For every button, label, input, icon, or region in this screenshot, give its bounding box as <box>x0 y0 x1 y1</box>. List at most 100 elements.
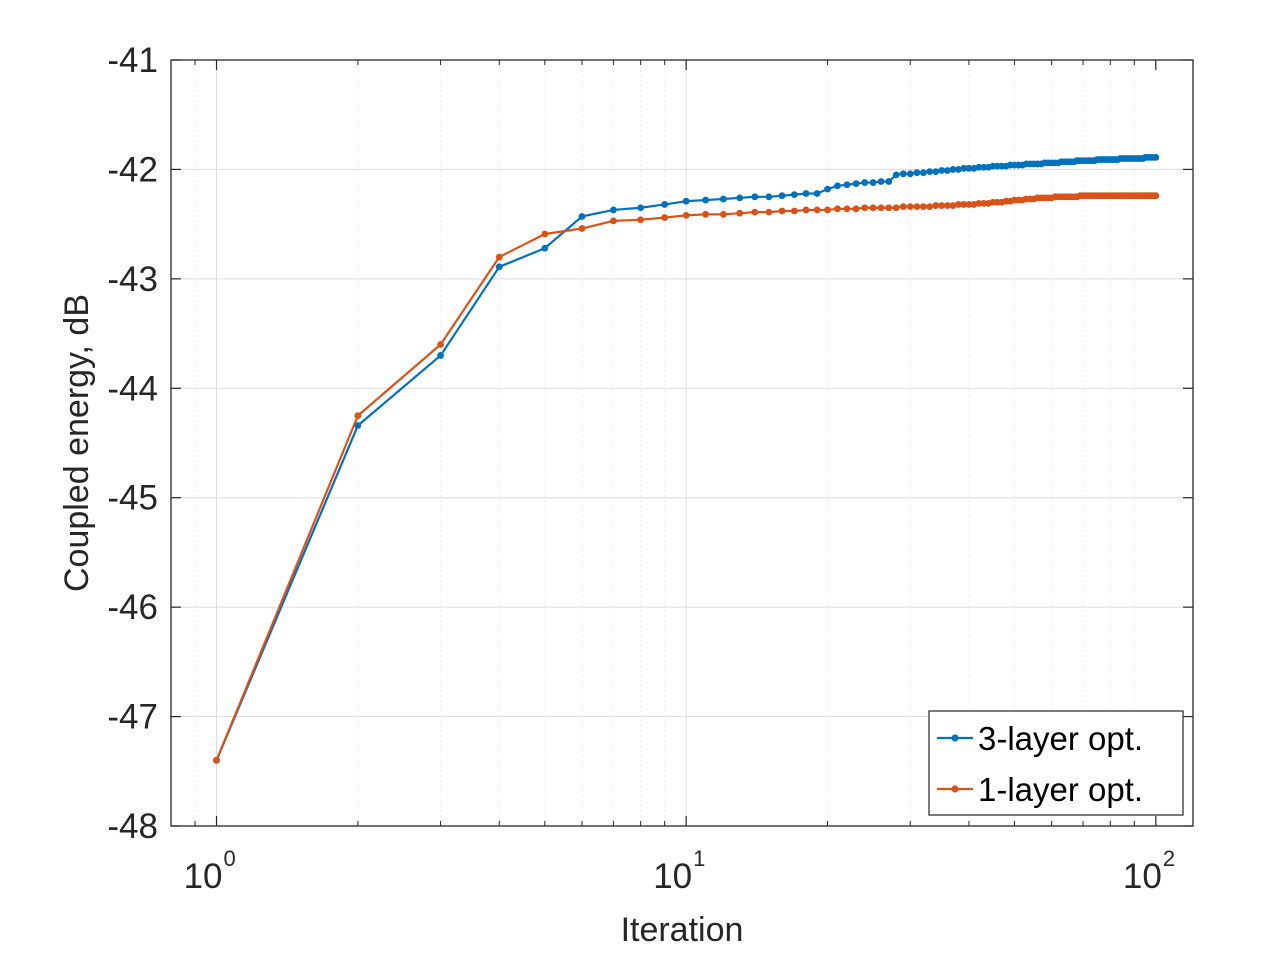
data-point-3-layer <box>1152 153 1160 161</box>
y-tick-label: -46 <box>107 588 158 627</box>
data-point-3-layer <box>955 166 962 173</box>
data-point-3-layer <box>578 213 586 220</box>
data-point-3-layer <box>980 163 988 171</box>
data-point-1-layer <box>960 201 968 208</box>
data-point-3-layer <box>861 179 869 186</box>
data-point-3-layer <box>541 244 549 252</box>
data-point-1-layer <box>965 201 973 208</box>
x-tick-label-base: 10 <box>184 857 223 896</box>
data-point-1-layer <box>824 206 831 214</box>
data-point-1-layer <box>719 210 727 218</box>
data-point-1-layer <box>437 341 444 348</box>
data-point-3-layer <box>975 163 983 171</box>
data-point-3-layer <box>778 192 786 200</box>
legend-box <box>928 710 1184 816</box>
data-point-1-layer <box>877 204 885 212</box>
data-point-1-layer <box>899 203 907 211</box>
x-tick-label: 10 2 <box>1123 846 1175 896</box>
data-point-3-layer <box>885 178 893 185</box>
data-point-3-layer <box>682 197 690 205</box>
x-tick-label-exponent: 2 <box>1163 846 1175 871</box>
data-point-1-layer <box>938 202 946 209</box>
data-point-3-layer <box>661 201 669 208</box>
y-tick-label: -47 <box>107 698 158 737</box>
data-point-1-layer <box>495 253 503 261</box>
data-point-1-layer <box>892 204 900 212</box>
data-point-3-layer <box>938 167 946 174</box>
data-point-3-layer <box>824 185 831 193</box>
data-point-1-layer <box>213 756 220 764</box>
data-point-3-layer <box>869 179 877 186</box>
data-point-1-layer <box>790 207 798 215</box>
data-point-3-layer <box>736 194 744 202</box>
data-point-3-layer <box>751 193 759 201</box>
plot-background <box>171 60 1193 826</box>
data-point-1-layer <box>955 201 962 208</box>
data-point-3-layer <box>610 206 617 214</box>
data-point-1-layer <box>834 205 841 213</box>
data-point-1-layer <box>802 206 810 214</box>
data-point-3-layer <box>802 190 810 197</box>
data-point-1-layer <box>885 204 893 212</box>
data-point-1-layer <box>661 214 669 221</box>
legend-marker-1-layer <box>951 785 959 793</box>
data-point-3-layer <box>834 182 841 190</box>
data-point-1-layer <box>541 230 549 238</box>
x-tick-label-base: 10 <box>1123 857 1162 896</box>
data-series <box>213 153 1160 764</box>
data-point-1-layer <box>682 211 690 219</box>
data-point-1-layer <box>843 205 851 213</box>
data-point-1-layer <box>778 207 786 215</box>
y-tick-label: -42 <box>107 150 158 189</box>
data-point-1-layer <box>813 206 821 214</box>
data-point-1-layer <box>354 412 362 420</box>
data-point-3-layer <box>960 164 968 172</box>
data-point-3-layer <box>920 169 927 177</box>
data-point-1-layer <box>906 203 914 211</box>
data-point-3-layer <box>949 166 957 173</box>
data-point-3-layer <box>354 422 362 429</box>
legend-marker-3-layer <box>951 734 959 742</box>
y-axis-title: Coupled energy, dB <box>58 294 96 592</box>
y-tick-label: -45 <box>107 479 158 518</box>
legend: 3-layer opt. 1-layer opt. <box>928 710 1184 816</box>
data-point-1-layer <box>852 205 860 213</box>
data-point-1-layer <box>926 203 934 211</box>
data-point-1-layer <box>751 208 759 216</box>
data-point-1-layer <box>920 203 927 211</box>
x-tick-label: 10 1 <box>653 846 705 896</box>
data-point-3-layer <box>495 263 503 271</box>
data-point-3-layer <box>926 168 934 176</box>
data-point-3-layer <box>913 169 921 177</box>
data-point-3-layer <box>637 204 645 212</box>
data-point-1-layer <box>765 208 773 216</box>
x-axis-title: Iteration <box>621 911 744 949</box>
data-point-1-layer <box>980 199 988 207</box>
data-point-3-layer <box>765 193 773 201</box>
data-point-3-layer <box>892 171 900 179</box>
data-point-1-layer <box>869 204 877 212</box>
x-tick-label: 10 0 <box>184 846 236 896</box>
data-point-1-layer <box>913 203 921 211</box>
data-point-1-layer <box>637 216 645 224</box>
data-point-1-layer <box>932 202 940 209</box>
data-point-1-layer <box>1152 192 1160 200</box>
data-point-1-layer <box>702 210 709 218</box>
x-tick-label-base: 10 <box>653 857 692 896</box>
data-point-3-layer <box>437 352 444 359</box>
data-point-3-layer <box>906 170 914 178</box>
data-point-3-layer <box>944 167 951 174</box>
data-point-3-layer <box>852 180 860 188</box>
x-tick-label-exponent: 0 <box>224 846 236 871</box>
data-point-1-layer <box>736 209 744 217</box>
data-point-1-layer <box>944 202 951 209</box>
data-point-3-layer <box>899 170 907 178</box>
y-tick-label: -44 <box>107 369 158 408</box>
data-point-3-layer <box>877 178 885 185</box>
y-tick-label: -41 <box>107 41 158 80</box>
data-point-3-layer <box>813 190 821 197</box>
data-point-1-layer <box>861 204 869 212</box>
data-point-3-layer <box>932 168 940 176</box>
y-tick-label: -43 <box>107 260 158 299</box>
